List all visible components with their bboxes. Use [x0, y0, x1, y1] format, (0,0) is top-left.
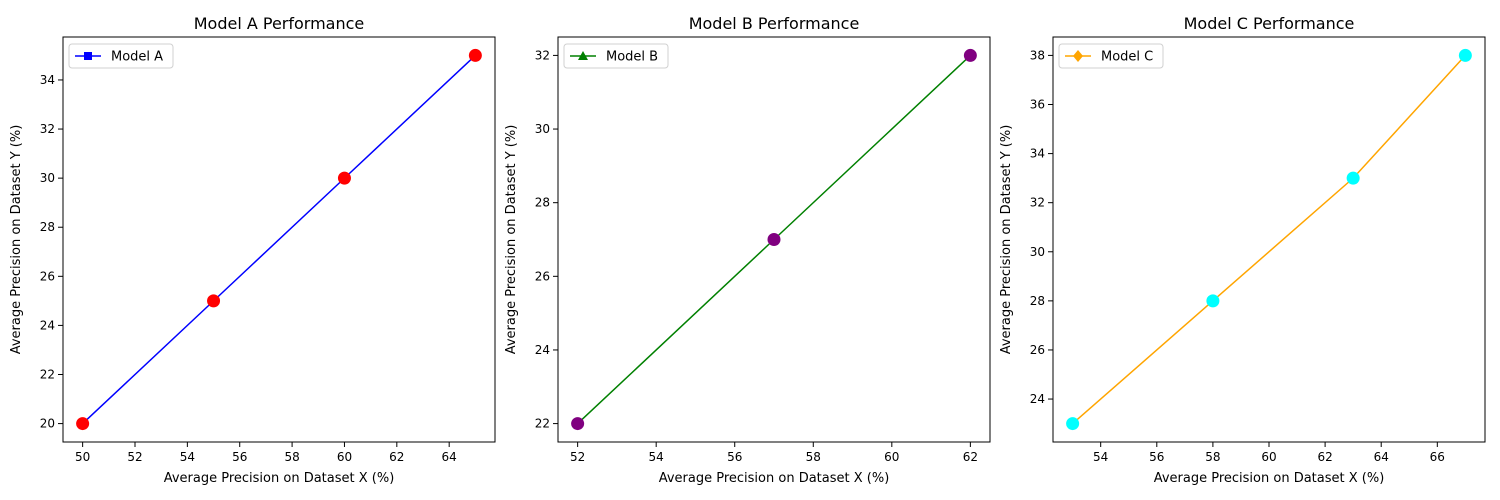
legend-label: Model C [1101, 50, 1153, 65]
y-tick-label: 24 [535, 343, 550, 357]
y-tick-label: 32 [535, 48, 550, 62]
x-tick-label: 62 [1317, 450, 1332, 464]
y-tick-label: 28 [535, 196, 550, 210]
y-tick-label: 26 [1030, 343, 1045, 357]
x-tick-label: 64 [1374, 450, 1389, 464]
series-line [1072, 54, 1466, 425]
series-line [82, 54, 476, 425]
y-tick-label: 20 [40, 417, 55, 431]
y-tick-label: 24 [1030, 392, 1045, 406]
y-axis-label: Average Precision on Dataset Y (%) [999, 125, 1014, 355]
data-point [767, 233, 781, 246]
x-tick-label: 58 [1205, 450, 1220, 464]
x-tick-label: 56 [727, 450, 742, 464]
data-point [337, 171, 351, 185]
chart-title: Model A Performance [194, 14, 365, 33]
legend: Model B [563, 43, 669, 69]
chart-title: Model C Performance [1184, 14, 1355, 33]
x-tick-label: 66 [1430, 450, 1445, 464]
x-axis-label: Average Precision on Dataset X (%) [659, 471, 890, 486]
x-tick-label: 60 [884, 450, 899, 464]
x-tick-label: 54 [649, 450, 664, 464]
y-tick-label: 26 [535, 269, 550, 283]
y-tick-label: 28 [1030, 294, 1045, 308]
x-tick-label: 50 [75, 450, 90, 464]
legend-box [1058, 43, 1164, 69]
chart-title: Model B Performance [689, 14, 860, 33]
y-axis-label: Average Precision on Dataset Y (%) [9, 125, 24, 355]
y-tick-label: 32 [40, 122, 55, 136]
legend-marker-icon [84, 52, 92, 60]
x-tick-label: 56 [1149, 450, 1164, 464]
data-point [468, 48, 482, 62]
x-axis-label: Average Precision on Dataset X (%) [1154, 471, 1385, 486]
x-tick-label: 54 [1093, 450, 1108, 464]
x-tick-label: 62 [963, 450, 978, 464]
x-tick-label: 56 [232, 450, 247, 464]
y-axis-label: Average Precision on Dataset Y (%) [504, 125, 519, 355]
x-tick-label: 60 [337, 450, 352, 464]
data-point [76, 417, 90, 431]
y-tick-label: 22 [40, 368, 55, 382]
y-tick-label: 34 [1030, 147, 1045, 161]
y-tick-label: 22 [535, 417, 550, 431]
y-tick-label: 24 [40, 318, 55, 332]
legend-box [68, 43, 174, 69]
data-point [207, 294, 221, 308]
data-point [1206, 294, 1220, 308]
y-tick-label: 28 [40, 220, 55, 234]
y-tick-label: 26 [40, 269, 55, 283]
x-tick-label: 52 [127, 450, 142, 464]
legend-box [563, 43, 669, 69]
plot-frame [62, 36, 496, 443]
y-tick-label: 38 [1030, 48, 1045, 62]
x-tick-label: 62 [389, 450, 404, 464]
plot-frame [557, 36, 991, 443]
y-tick-label: 34 [40, 73, 55, 87]
chart-panel-2: Model B Performance 52 54 56 58 60 62 22 24 26 28 3… [504, 14, 991, 486]
legend: Model C [1058, 43, 1164, 69]
y-tick-label: 30 [535, 122, 550, 136]
x-tick-label: 60 [1261, 450, 1276, 464]
data-point [963, 48, 977, 62]
x-tick-label: 64 [442, 450, 457, 464]
x-tick-label: 58 [806, 450, 821, 464]
x-axis-label: Average Precision on Dataset X (%) [164, 471, 395, 486]
chart-panel-1: Model A Performance 50 52 54 56 58 60 62 64 20 22 2… [9, 14, 496, 486]
y-tick-label: 32 [1030, 196, 1045, 210]
legend: Model A [68, 43, 174, 69]
y-tick-label: 36 [1030, 98, 1045, 112]
x-tick-label: 54 [180, 450, 195, 464]
legend-marker-icon [578, 51, 588, 60]
x-tick-label: 58 [284, 450, 299, 464]
chart-panel-3: Model C Performance 54 56 58 60 62 64 66 24 26 28 3… [999, 14, 1486, 486]
data-point [1066, 417, 1080, 431]
y-tick-label: 30 [1030, 245, 1045, 259]
legend-label: Model B [606, 50, 658, 65]
plot-frame [1052, 36, 1486, 443]
y-tick-label: 30 [40, 171, 55, 185]
data-point [1458, 48, 1472, 62]
x-tick-label: 52 [570, 450, 585, 464]
data-point [1346, 171, 1360, 185]
legend-marker-icon [1073, 50, 1083, 62]
legend-label: Model A [111, 50, 163, 65]
data-point [571, 417, 585, 431]
